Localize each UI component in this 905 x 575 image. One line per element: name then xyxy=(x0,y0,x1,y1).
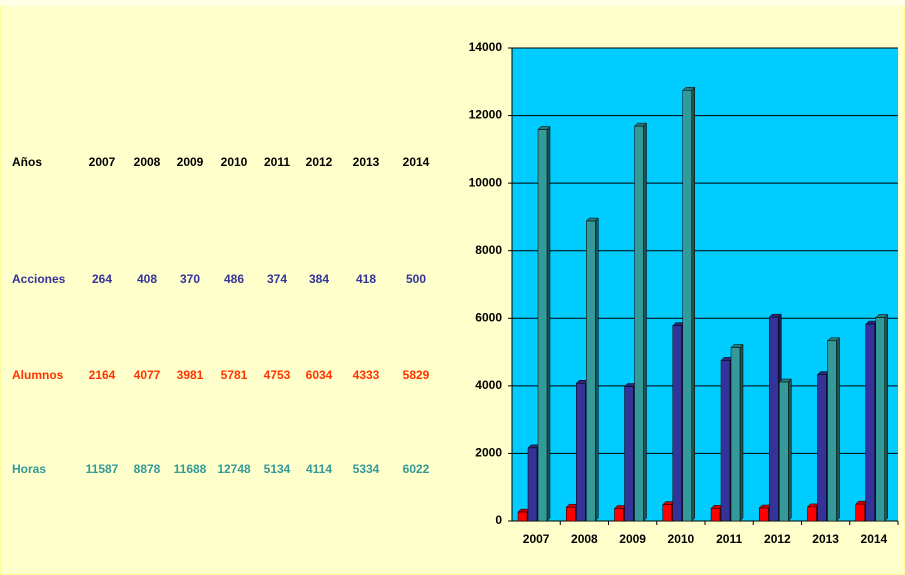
bar-side xyxy=(643,122,647,522)
bar xyxy=(624,386,634,522)
table-year: 2008 xyxy=(134,155,161,169)
table-cell: 4753 xyxy=(264,368,291,382)
y-tick-label: 4000 xyxy=(475,378,502,392)
bar-side xyxy=(691,86,695,522)
table-cell: 12748 xyxy=(217,462,251,476)
bar xyxy=(527,447,538,522)
table-cell: 418 xyxy=(356,272,376,286)
table-cell: 2164 xyxy=(89,368,116,382)
table-row-label: Acciones xyxy=(12,272,66,286)
y-tick-label: 10000 xyxy=(469,175,503,189)
table-cell: 11688 xyxy=(174,462,207,476)
x-tick-label: 2010 xyxy=(668,532,695,546)
table-row-label: Horas xyxy=(12,462,46,476)
table-cell: 6022 xyxy=(403,462,430,476)
bar xyxy=(807,506,817,522)
bar xyxy=(720,360,731,522)
bar-side xyxy=(884,313,888,522)
table-cell: 370 xyxy=(180,272,200,286)
x-tick-label: 2011 xyxy=(716,532,742,546)
bar xyxy=(759,507,769,522)
table-year: 2013 xyxy=(353,155,380,169)
y-tick-label: 6000 xyxy=(475,310,502,324)
y-tick-label: 2000 xyxy=(475,446,502,460)
x-tick-label: 2012 xyxy=(764,532,791,546)
bar xyxy=(576,383,586,522)
table-cell: 500 xyxy=(406,272,426,286)
table-cell: 5134 xyxy=(264,462,291,476)
table-cell: 4333 xyxy=(353,368,380,382)
table-cell: 8878 xyxy=(134,462,161,476)
x-tick-label: 2013 xyxy=(812,532,839,546)
table-year: 2014 xyxy=(403,155,430,169)
bar xyxy=(634,125,644,522)
y-tick-label: 14000 xyxy=(469,40,503,54)
bar xyxy=(614,508,624,522)
bar xyxy=(672,325,682,522)
bar xyxy=(817,374,827,522)
table-cell: 6034 xyxy=(306,368,333,382)
bar xyxy=(662,504,672,522)
bar-side xyxy=(788,378,792,522)
x-tick-label: 2009 xyxy=(619,532,646,546)
bar xyxy=(710,508,721,522)
table-cell: 408 xyxy=(137,272,157,286)
table-header: Años xyxy=(12,155,42,169)
table-year: 2010 xyxy=(221,155,248,169)
table-cell: 4114 xyxy=(306,462,332,476)
table-cell: 5781 xyxy=(221,368,248,382)
x-tick-label: 2014 xyxy=(861,532,888,546)
bar xyxy=(779,381,789,522)
bar xyxy=(730,347,741,522)
bar xyxy=(865,323,875,522)
table-cell: 11587 xyxy=(86,462,119,476)
table-cell: 3981 xyxy=(177,368,204,382)
table-cell: 5829 xyxy=(403,368,430,382)
x-tick-label: 2007 xyxy=(523,532,550,546)
table-cell: 384 xyxy=(309,272,329,286)
y-tick-label: 12000 xyxy=(469,108,503,122)
bar xyxy=(855,503,865,522)
bar-side xyxy=(546,125,551,522)
bar xyxy=(517,511,528,522)
bar xyxy=(566,506,576,522)
bar xyxy=(827,340,837,522)
table-year: 2012 xyxy=(306,155,333,169)
table-cell: 486 xyxy=(224,272,244,286)
bar xyxy=(586,220,596,522)
bar xyxy=(769,316,779,522)
bar-side xyxy=(836,337,840,522)
table-cell: 5334 xyxy=(353,462,380,476)
y-tick-label: 0 xyxy=(495,513,502,527)
bar-side xyxy=(595,217,599,522)
table-cell: 374 xyxy=(267,272,287,286)
y-tick-label: 8000 xyxy=(475,243,502,257)
bar xyxy=(875,317,885,522)
table-year: 2011 xyxy=(264,155,290,169)
table-year: 2007 xyxy=(89,155,116,169)
table-cell: 264 xyxy=(92,272,112,286)
table-cell: 4077 xyxy=(134,368,161,382)
bar xyxy=(537,129,548,522)
table-row-label: Alumnos xyxy=(12,368,64,382)
plot-area xyxy=(512,48,898,521)
top-strip xyxy=(0,0,905,6)
table-year: 2009 xyxy=(177,155,204,169)
bar xyxy=(682,90,692,522)
bar-side xyxy=(739,343,744,522)
x-tick-label: 2008 xyxy=(571,532,598,546)
